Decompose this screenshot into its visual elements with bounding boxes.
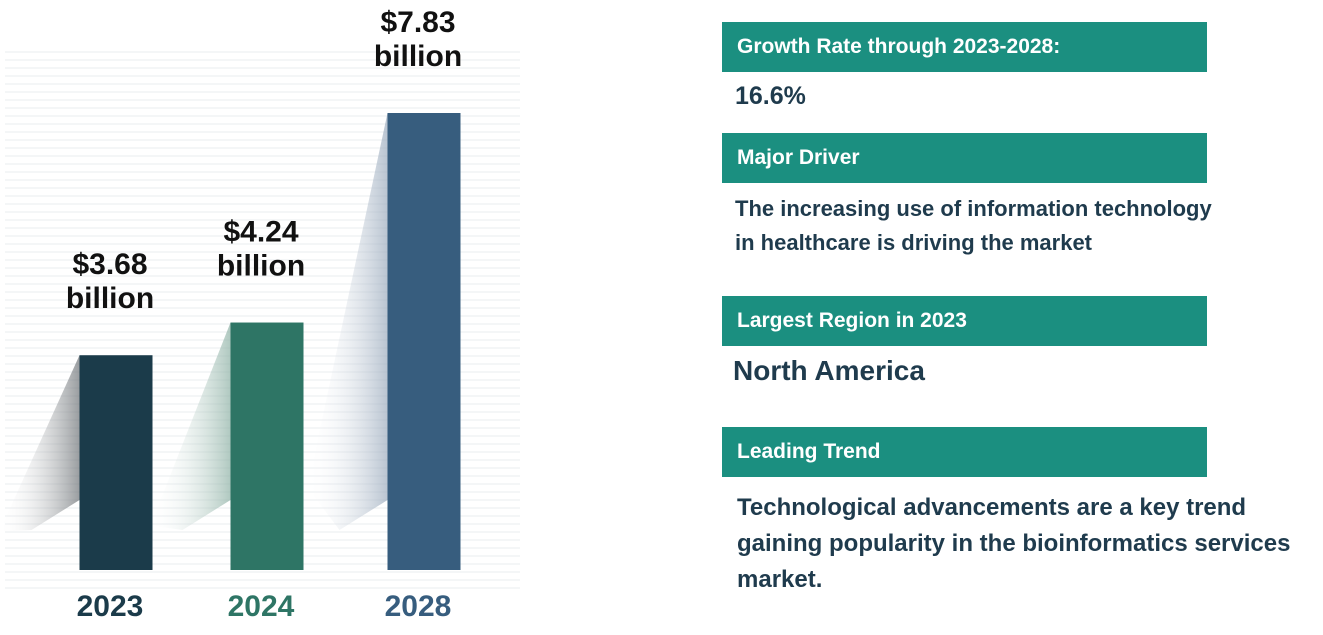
bar-shadow: [0, 355, 80, 532]
value-label-unit: billion: [374, 40, 462, 73]
value-label-unit: billion: [217, 250, 305, 283]
growth-rate-header: Growth Rate through 2023-2028:: [722, 22, 1207, 72]
category-label: 2028: [385, 590, 452, 623]
largest-region-heading: Largest Region in 2023: [737, 309, 967, 332]
value-label-amount: $3.68: [72, 248, 147, 281]
category-label: 2023: [77, 590, 144, 623]
major-driver-text: The increasing use of information techno…: [735, 192, 1212, 260]
leading-trend-header: Leading Trend: [722, 427, 1207, 477]
growth-rate-heading: Growth Rate through 2023-2028:: [737, 35, 1061, 58]
major-driver-header: Major Driver: [722, 133, 1207, 183]
bar-2028: [387, 113, 461, 570]
bar-2024: [230, 322, 304, 570]
leading-trend-heading: Leading Trend: [737, 440, 881, 463]
value-label-amount: $7.83: [380, 6, 455, 39]
bar-shadow: [307, 113, 388, 530]
value-label-unit: billion: [66, 282, 154, 315]
major-driver-line: The increasing use of information techno…: [735, 196, 1212, 221]
largest-region-header: Largest Region in 2023: [722, 296, 1207, 346]
leading-trend-line: gaining popularity in the bioinformatics…: [737, 530, 1291, 557]
bar-2023: [79, 355, 153, 570]
leading-trend-line: market.: [737, 566, 823, 593]
major-driver-line: in healthcare is driving the market: [735, 230, 1093, 255]
leading-trend-line: Technological advancements are a key tre…: [737, 494, 1247, 521]
market-size-chart: $3.68billion2023$4.24billion2024$7.83bil…: [0, 6, 520, 623]
bar-shadow: [150, 322, 231, 530]
category-label: 2024: [228, 590, 295, 623]
largest-region-value: North America: [733, 355, 925, 386]
growth-rate-value: 16.6%: [735, 82, 806, 110]
value-label-amount: $4.24: [223, 216, 298, 249]
leading-trend-text: Technological advancements are a key tre…: [737, 490, 1290, 598]
major-driver-heading: Major Driver: [737, 146, 860, 169]
bar-shadows: [0, 113, 388, 532]
